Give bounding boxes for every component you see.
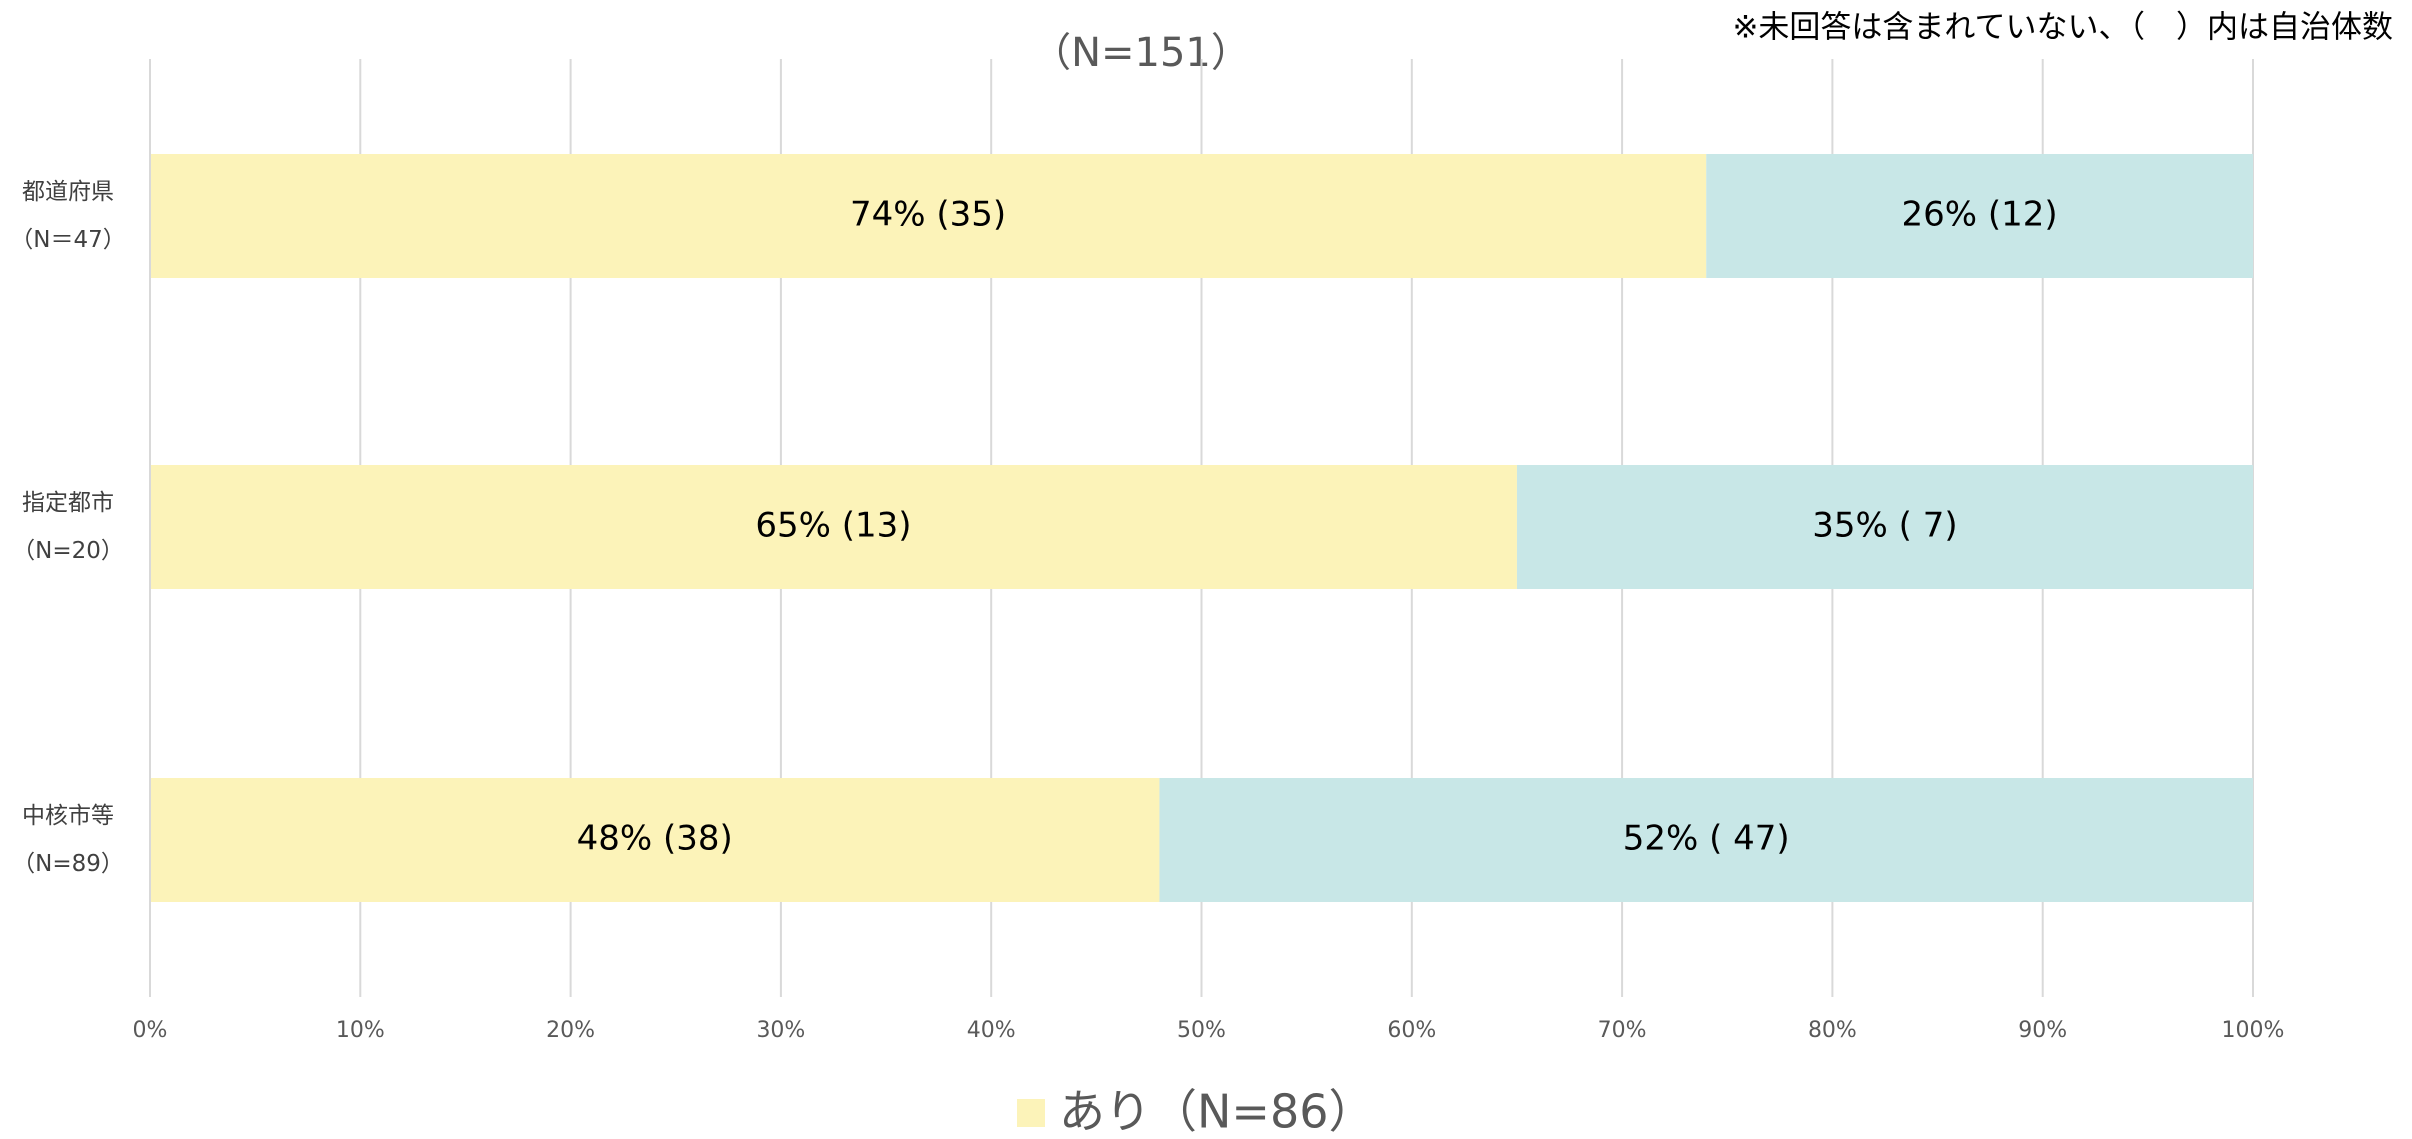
data-label: 48% (38) [577,819,733,859]
legend-swatch [1017,1099,1045,1127]
bar-segment [150,465,1517,589]
x-tick-label: 100% [2222,1018,2285,1043]
bar-segment [150,154,1707,278]
legend-label: あり（N=86） [1059,1085,1375,1136]
bar-segment [1706,154,2253,278]
category-label: 指定都市（N=20） [12,490,124,564]
data-label: 52% ( 47) [1623,819,1790,859]
category-label: 中核市等（N=89） [12,803,124,877]
data-label: 26% (12) [1902,195,2058,235]
x-tick-label: 30% [756,1018,805,1043]
x-tick-label: 70% [1598,1018,1647,1043]
data-label: 65% (13) [755,506,911,546]
category-label: 都道府県（N＝47） [10,179,125,253]
x-tick-label: 20% [546,1018,595,1043]
x-tick-label: 50% [1177,1018,1226,1043]
x-tick-label: 60% [1387,1018,1436,1043]
x-tick-label: 10% [336,1018,385,1043]
x-tick-label: 0% [133,1018,168,1043]
bar-segment [1516,465,2253,589]
chart-title: （N=151） [1031,30,1251,76]
bar-segment [150,778,1160,902]
x-tick-label: 40% [967,1018,1016,1043]
x-tick-label: 90% [2018,1018,2067,1043]
bar-segment [1159,778,2253,902]
data-label: 35% ( 7) [1812,506,1957,546]
note: ※未回答は含まれていない、（ ）内は自治体数 [1732,10,2393,46]
x-tick-label: 80% [1808,1018,1857,1043]
data-label: 74% (35) [850,195,1006,235]
